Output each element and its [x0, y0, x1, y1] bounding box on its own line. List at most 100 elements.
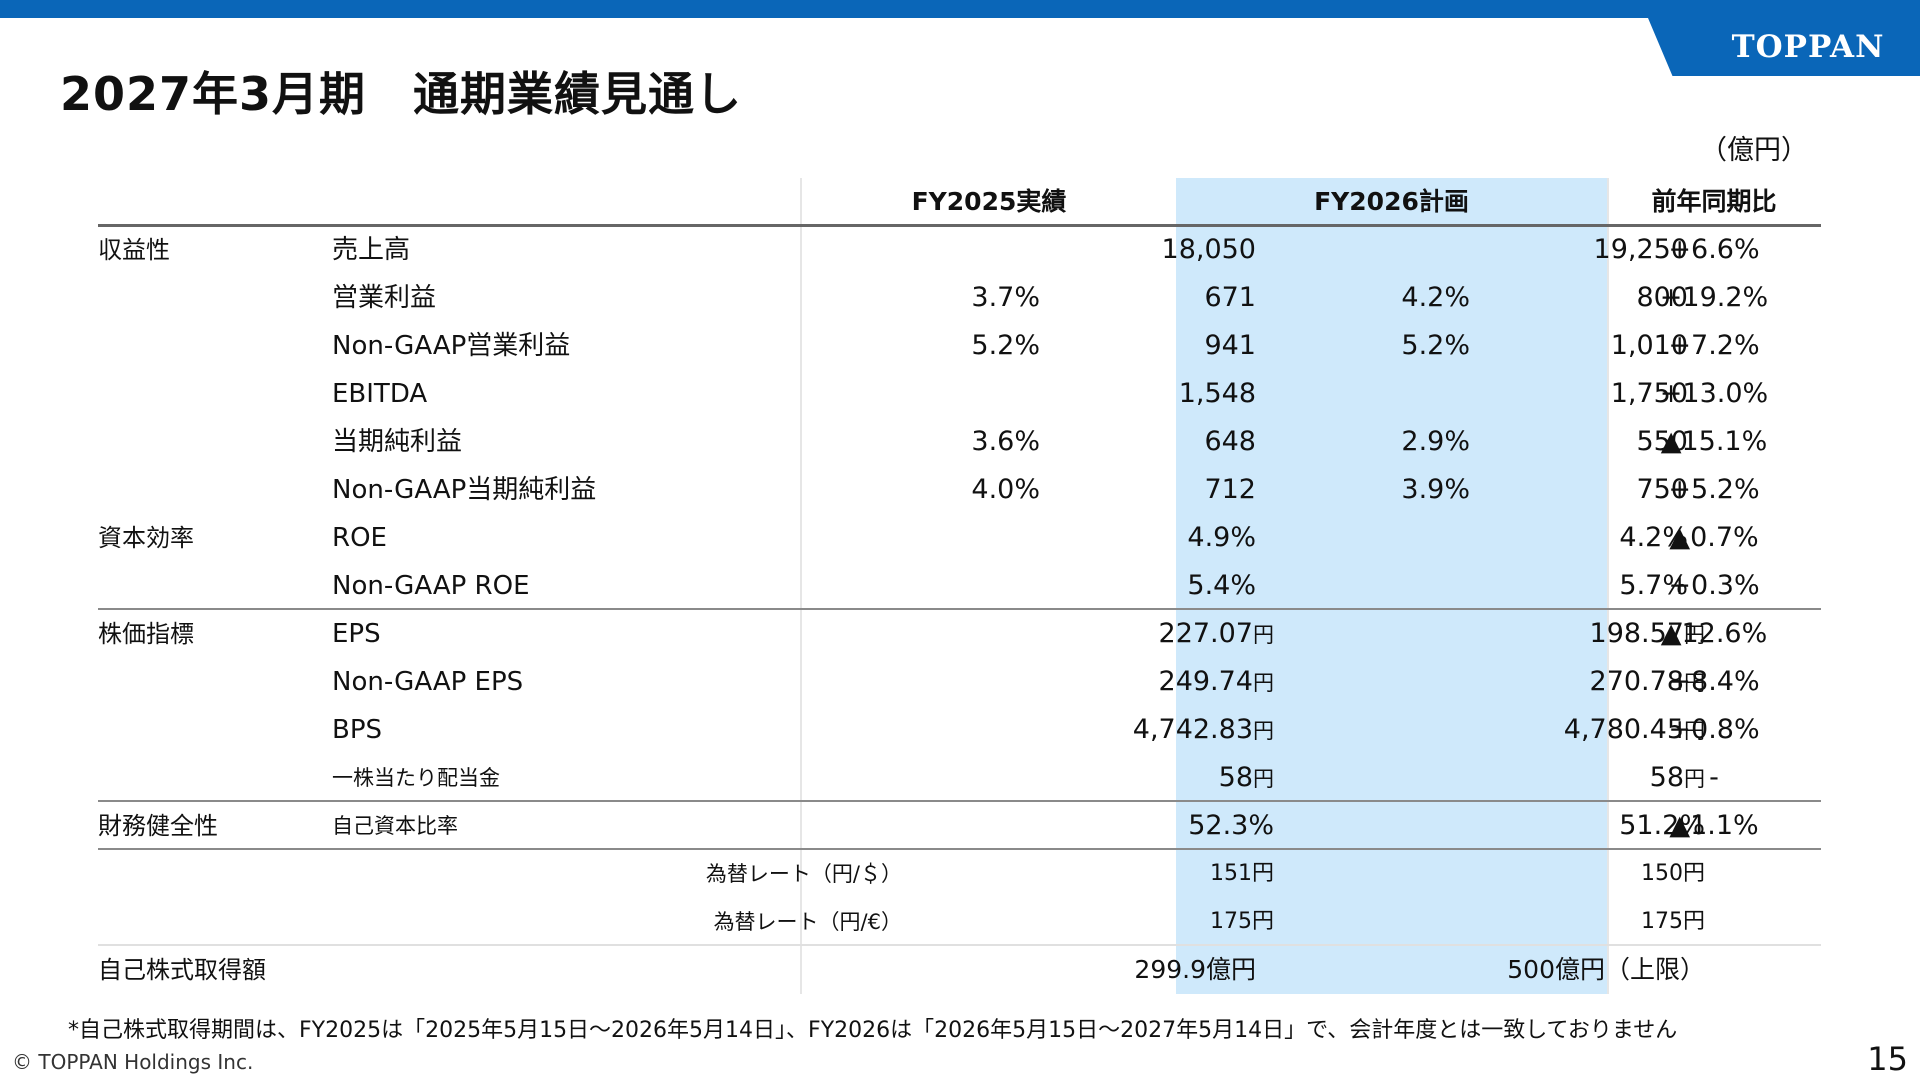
- row-item: EBITDA: [332, 379, 428, 409]
- row-item: 売上高: [332, 235, 411, 265]
- value-fy2025: 249.74円: [1158, 666, 1274, 697]
- row-item: Non-GAAP ROE: [332, 571, 530, 601]
- value-fy2026: 1,010: [1610, 330, 1688, 361]
- copyright: © TOPPAN Holdings Inc.: [12, 1050, 254, 1074]
- fx-label: 為替レート（円/€）: [713, 910, 902, 934]
- top-bar: [0, 0, 1920, 18]
- value-yoy: -: [1709, 762, 1719, 793]
- margin-fy2026: 3.9%: [1401, 474, 1470, 505]
- row-item: EPS: [332, 619, 381, 649]
- value-yoy: +8.4%: [1668, 666, 1760, 697]
- value-yoy: +6.6%: [1668, 234, 1760, 265]
- row-category: 自己株式取得額: [98, 956, 266, 984]
- row-item: 自己資本比率: [332, 814, 458, 838]
- row-item: ROE: [332, 523, 387, 553]
- row-category: 収益性: [98, 236, 170, 264]
- row-item: Non-GAAP当期純利益: [332, 475, 597, 505]
- table-row: 当期純利益 3.6% 648 2.9% 550 ▲15.1%: [98, 418, 1821, 466]
- value-yoy: ▲1.1%: [1669, 810, 1759, 841]
- value-fy2026: 198.57円: [1589, 618, 1705, 649]
- column-divider: [1607, 178, 1609, 994]
- table-row: 資本効率 ROE 4.9% 4.2% ▲0.7%: [98, 514, 1821, 562]
- section-rule: [98, 944, 1821, 946]
- section-rule: [98, 800, 1821, 802]
- table-row: EBITDA 1,548 1,750 +13.0%: [98, 370, 1821, 418]
- value-fy2025: 4,742.83円: [1132, 714, 1274, 745]
- table-row: Non-GAAP EPS 249.74円 270.78円 +8.4%: [98, 658, 1821, 706]
- margin-fy2025: 3.6%: [971, 426, 1040, 457]
- table-header-row: FY2025実績 FY2026計画 前年同期比: [98, 178, 1821, 226]
- value-yoy: +5.2%: [1668, 474, 1760, 505]
- unit-label: （億円）: [1700, 135, 1808, 166]
- value-fy2026: 4.2%: [1619, 522, 1688, 553]
- header-fy2026: FY2026計画: [1314, 187, 1469, 216]
- row-category: 資本効率: [98, 524, 194, 552]
- value-fy2025: 299.9億円: [1134, 955, 1256, 984]
- table-row: 収益性 売上高 18,050 19,250 +6.6%: [98, 226, 1821, 274]
- margin-fy2026: 2.9%: [1401, 426, 1470, 457]
- fy2026-highlight: [1176, 178, 1607, 994]
- section-rule: [98, 848, 1821, 850]
- value-fy2025: 4.9%: [1187, 522, 1256, 553]
- margin-fy2026: 5.2%: [1401, 330, 1470, 361]
- table-row: 一株当たり配当金 58円 58円 -: [98, 754, 1821, 802]
- table-row: BPS 4,742.83円 4,780.45円 +0.8%: [98, 706, 1821, 754]
- value-fy2025: 648: [1204, 426, 1256, 457]
- row-item: 当期純利益: [332, 427, 463, 457]
- table-row: Non-GAAP当期純利益 4.0% 712 3.9% 750 +5.2%: [98, 466, 1821, 514]
- row-category: 財務健全性: [98, 812, 218, 840]
- value-yoy: ▲12.6%: [1660, 618, 1768, 649]
- value-yoy: +13.0%: [1659, 378, 1769, 409]
- fx-label: 為替レート（円/＄）: [705, 862, 902, 886]
- value-fy2026: 150円: [1641, 861, 1705, 886]
- value-fy2025: 671: [1204, 282, 1256, 313]
- value-yoy: +19.2%: [1659, 282, 1769, 313]
- value-yoy: +0.3%: [1668, 570, 1760, 601]
- page-title: 2027年3月期 通期業績見通し: [60, 67, 743, 121]
- margin-fy2025: 4.0%: [971, 474, 1040, 505]
- value-fy2026: 550: [1636, 426, 1688, 457]
- logo-tab: [1648, 18, 1920, 76]
- table-row: 為替レート（円/＄） 151円 150円: [98, 850, 1821, 898]
- header-rule: [98, 224, 1821, 227]
- section-rule: [98, 608, 1821, 610]
- table-row: Non-GAAP営業利益 5.2% 941 5.2% 1,010 +7.2%: [98, 322, 1821, 370]
- value-fy2026: 5.7%: [1619, 570, 1688, 601]
- header-yoy: 前年同期比: [1651, 187, 1777, 216]
- table-row: 営業利益 3.7% 671 4.2% 800 +19.2%: [98, 274, 1821, 322]
- table-row: 為替レート（円/€） 175円 175円: [98, 898, 1821, 946]
- value-yoy: ▲15.1%: [1660, 426, 1768, 457]
- value-fy2025: 5.4%: [1187, 570, 1256, 601]
- value-yoy: +0.8%: [1668, 714, 1760, 745]
- row-item: 一株当たり配当金: [332, 766, 500, 790]
- value-fy2026: 270.78円: [1589, 666, 1705, 697]
- margin-fy2025: 5.2%: [971, 330, 1040, 361]
- value-fy2026: 51.2%: [1619, 810, 1705, 841]
- header-fy2025: FY2025実績: [911, 187, 1067, 216]
- row-item: BPS: [332, 715, 383, 745]
- table-row: Non-GAAP ROE 5.4% 5.7% +0.3%: [98, 562, 1821, 610]
- table-row: 財務健全性 自己資本比率 52.3% 51.2% ▲1.1%: [98, 802, 1821, 850]
- column-divider: [800, 178, 802, 994]
- table-row: 自己株式取得額 299.9億円 500億円（上限）: [98, 946, 1821, 994]
- value-fy2025: 712: [1204, 474, 1256, 505]
- value-yoy: +7.2%: [1668, 330, 1760, 361]
- value-fy2026: 750: [1636, 474, 1688, 505]
- footnote: *自己株式取得期間は、FY2025は「2025年5月15日～2026年5月14日…: [68, 1018, 1678, 1043]
- margin-fy2025: 3.7%: [971, 282, 1040, 313]
- value-fy2026: 175円: [1641, 909, 1705, 934]
- value-fy2025: 175円: [1210, 909, 1274, 934]
- page-number: 15: [1867, 1040, 1908, 1078]
- row-item: Non-GAAP EPS: [332, 667, 524, 697]
- value-fy2025: 1,548: [1178, 378, 1256, 409]
- value-fy2025: 18,050: [1161, 234, 1256, 265]
- margin-fy2026: 4.2%: [1401, 282, 1470, 313]
- value-fy2025: 52.3%: [1188, 810, 1274, 841]
- toppan-logo: TOPPAN: [1731, 29, 1885, 65]
- value-fy2026: 1,750: [1610, 378, 1688, 409]
- value-fy2026: 500億円（上限）: [1507, 955, 1705, 984]
- table-row: 株価指標 EPS 227.07円 198.57円 ▲12.6%: [98, 610, 1821, 658]
- row-item: Non-GAAP営業利益: [332, 331, 571, 361]
- row-item: 営業利益: [332, 283, 437, 313]
- value-fy2026: 4,780.45円: [1563, 714, 1705, 745]
